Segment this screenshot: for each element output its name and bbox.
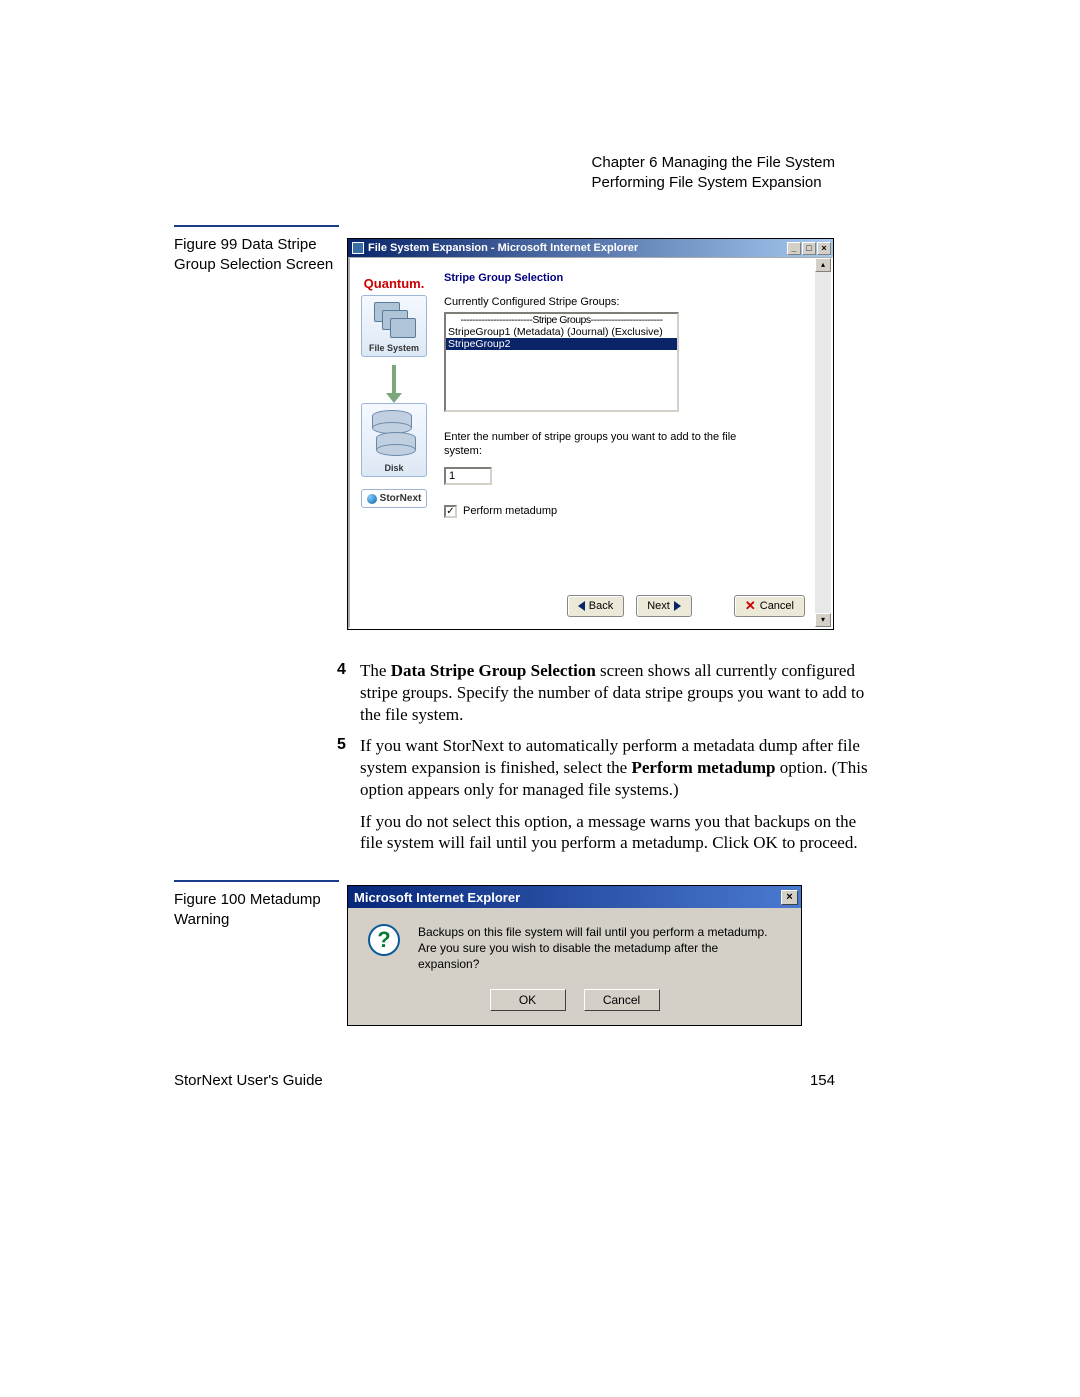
dialog-button-row: OK Cancel bbox=[368, 989, 781, 1011]
footer-left: StorNext User's Guide bbox=[174, 1072, 323, 1089]
step-4-number: 4 bbox=[337, 660, 346, 680]
step-list: 4 The Data Stripe Group Selection screen… bbox=[360, 660, 873, 864]
disk-icon-box: Disk bbox=[361, 403, 427, 477]
page-footer: StorNext User's Guide 154 bbox=[174, 1072, 835, 1089]
step-5-bold: Perform metadump bbox=[631, 758, 775, 777]
quantum-logo: Quantum. bbox=[364, 276, 425, 291]
cancel-button-label: Cancel bbox=[760, 600, 794, 612]
dialog-msg-line1: Backups on this file system will fail un… bbox=[418, 924, 781, 940]
file-system-icon-box: File System bbox=[361, 295, 427, 357]
wizard-sidebar: Quantum. File System bbox=[350, 258, 438, 627]
footer-page-number: 154 bbox=[810, 1072, 835, 1089]
ie-icon bbox=[352, 242, 364, 254]
question-icon: ? bbox=[368, 924, 400, 956]
metadump-checkbox[interactable]: ✓ bbox=[444, 505, 457, 518]
metadump-checkbox-label: Perform metadump bbox=[463, 505, 557, 517]
dialog-titlebar: Microsoft Internet Explorer × bbox=[348, 886, 801, 908]
file-system-label: File System bbox=[369, 343, 419, 353]
dialog-msg-line2: Are you sure you wish to disable the met… bbox=[418, 940, 781, 972]
page-header: Chapter 6 Managing the File System Perfo… bbox=[592, 153, 835, 192]
next-arrow-icon bbox=[674, 601, 681, 611]
dialog-title: Microsoft Internet Explorer bbox=[354, 890, 781, 905]
window-buttons: _ □ × bbox=[787, 242, 831, 255]
scroll-down-button[interactable]: ▾ bbox=[815, 613, 831, 627]
window-title: File System Expansion - Microsoft Intern… bbox=[368, 242, 787, 254]
wizard-main-panel: Stripe Group Selection Currently Configu… bbox=[438, 258, 815, 627]
section-line: Performing File System Expansion bbox=[592, 173, 835, 193]
cancel-button[interactable]: ✕ Cancel bbox=[734, 595, 805, 617]
content-area: Quantum. File System bbox=[350, 258, 815, 627]
dialog-message: Backups on this file system will fail un… bbox=[418, 924, 781, 973]
close-button[interactable]: × bbox=[817, 242, 831, 255]
step-4: 4 The Data Stripe Group Selection screen… bbox=[360, 660, 873, 725]
wizard-button-bar: Back Next ✕ Cancel bbox=[360, 595, 805, 617]
figure-100-screenshot: Microsoft Internet Explorer × ? Backups … bbox=[347, 885, 802, 1026]
listbox-header: ------------------------Stripe Groups---… bbox=[446, 314, 677, 326]
scroll-up-button[interactable]: ▴ bbox=[815, 258, 831, 272]
globe-icon bbox=[367, 494, 377, 504]
warning-dialog: Microsoft Internet Explorer × ? Backups … bbox=[347, 885, 802, 1026]
figure-99-caption: Figure 99 Data Stripe Group Selection Sc… bbox=[174, 235, 344, 274]
figure-100-rule bbox=[174, 880, 339, 882]
step-5: 5 If you want StorNext to automatically … bbox=[360, 735, 873, 854]
stripe-group-count-input[interactable]: 1 bbox=[444, 467, 492, 485]
figure-100-caption: Figure 100 Metadump Warning bbox=[174, 890, 344, 929]
figure-99-screenshot: File System Expansion - Microsoft Intern… bbox=[347, 238, 834, 630]
scroll-track[interactable] bbox=[815, 272, 831, 613]
window-titlebar: File System Expansion - Microsoft Intern… bbox=[348, 239, 833, 257]
disk-stack-icon bbox=[372, 410, 416, 460]
dialog-body: ? Backups on this file system will fail … bbox=[348, 908, 801, 1025]
figure-99-rule bbox=[174, 225, 339, 227]
next-button-label: Next bbox=[647, 600, 670, 612]
step-5-para2: If you do not select this option, a mess… bbox=[360, 811, 873, 855]
back-button-label: Back bbox=[589, 600, 613, 612]
step-5-number: 5 bbox=[337, 735, 346, 755]
maximize-button[interactable]: □ bbox=[802, 242, 816, 255]
input-prompt: Enter the number of stripe groups you wa… bbox=[444, 430, 744, 459]
listbox-row-2-selected[interactable]: StripeGroup2 bbox=[446, 338, 677, 350]
vertical-scrollbar[interactable]: ▴ ▾ bbox=[815, 258, 831, 627]
dialog-cancel-button[interactable]: Cancel bbox=[584, 989, 660, 1011]
back-button[interactable]: Back bbox=[567, 595, 624, 617]
panel-heading: Stripe Group Selection bbox=[444, 272, 797, 284]
chapter-line: Chapter 6 Managing the File System bbox=[592, 153, 835, 173]
cancel-x-icon: ✕ bbox=[745, 598, 756, 614]
step-4-pre: The bbox=[360, 661, 391, 680]
stripe-groups-listbox[interactable]: ------------------------Stripe Groups---… bbox=[444, 312, 679, 412]
listbox-row-1[interactable]: StripeGroup1 (Metadata) (Journal) (Exclu… bbox=[446, 326, 677, 338]
arrow-down-icon bbox=[392, 365, 396, 395]
step-4-bold: Data Stripe Group Selection bbox=[391, 661, 596, 680]
window-body: Quantum. File System bbox=[348, 257, 833, 629]
ok-button[interactable]: OK bbox=[490, 989, 566, 1011]
back-arrow-icon bbox=[578, 601, 585, 611]
dialog-close-button[interactable]: × bbox=[781, 890, 798, 905]
metadump-checkbox-row: ✓ Perform metadump bbox=[444, 505, 797, 518]
list-label: Currently Configured Stripe Groups: bbox=[444, 296, 797, 308]
next-button[interactable]: Next bbox=[636, 595, 692, 617]
app-window: File System Expansion - Microsoft Intern… bbox=[347, 238, 834, 630]
disk-label: Disk bbox=[384, 463, 403, 473]
minimize-button[interactable]: _ bbox=[787, 242, 801, 255]
folder-stack-icon bbox=[374, 302, 414, 340]
stornext-logo: StorNext bbox=[361, 489, 428, 508]
stornext-text: StorNext bbox=[380, 493, 422, 504]
